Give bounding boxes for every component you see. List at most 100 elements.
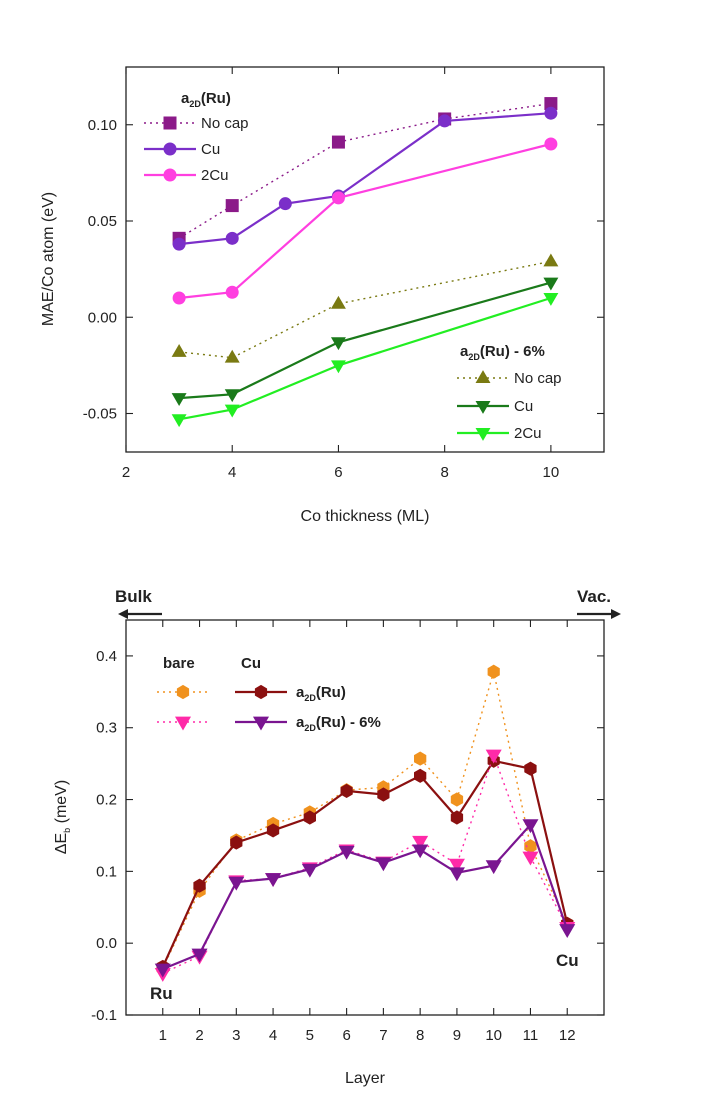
y-tick-label: 0.2 [96, 792, 117, 809]
data-point [522, 819, 539, 834]
x-tick-label: 10 [543, 464, 560, 481]
legend-entry: No cap [144, 115, 249, 132]
series-line [162, 822, 569, 971]
data-point [543, 277, 559, 291]
legend-label: Cu [201, 141, 220, 158]
data-point [377, 787, 390, 802]
data-point [524, 761, 537, 776]
legend-entry [235, 716, 287, 731]
data-point [225, 231, 239, 245]
data-point [340, 783, 353, 798]
data-point [172, 237, 186, 251]
top-y-axis-label: MAE/Co atom (eV) [40, 192, 57, 326]
data-point [171, 393, 187, 406]
top-x-axis-label: Co thickness (ML) [301, 508, 430, 525]
data-point [559, 924, 576, 939]
series-2 [172, 137, 558, 305]
bottom-axis-ticks: 1 2 3 4 5 6 7 8 9 10 11 12-0.10.00.10.20.30.4 [91, 620, 604, 1044]
vac-arrow [577, 609, 621, 619]
y-tick-label: -0.1 [91, 1007, 117, 1024]
legend-column-cu: Cu [241, 655, 261, 672]
data-point [450, 792, 464, 807]
x-tick-label: 9 [453, 1027, 461, 1044]
series-line [178, 296, 552, 421]
data-point [338, 845, 355, 860]
data-point [487, 664, 500, 679]
x-tick-label: 8 [440, 464, 448, 481]
y-tick-label: 0.0 [96, 935, 117, 952]
data-point [331, 135, 345, 149]
x-tick-label: 4 [269, 1027, 277, 1044]
top-legend2-title: a2D(Ru) - 6% [460, 343, 545, 362]
bottom-x-axis-label: Layer [345, 1070, 386, 1087]
legend-marker [174, 716, 192, 731]
series-1 [156, 753, 574, 974]
data-point [485, 749, 502, 764]
legend-marker [252, 716, 270, 731]
top-chart: 2 4 6 8 10 -0.05 0.00 0.05 0.10 a2D(Ru) No cap Cu… [40, 66, 605, 525]
y-tick-label: 0.3 [96, 720, 117, 737]
data-point [544, 106, 558, 120]
data-point [193, 878, 206, 893]
top-legend1-title: a2D(Ru) [181, 90, 231, 109]
x-tick-label: 6 [334, 464, 342, 481]
legend-marker [163, 116, 177, 130]
legend-row-1-label: a2D(Ru) [296, 684, 346, 703]
series-line [179, 281, 552, 400]
data-point [301, 863, 318, 878]
data-point [303, 810, 316, 825]
legend-entry [235, 684, 287, 700]
data-point [438, 114, 452, 128]
y-tick-label: 0.1 [96, 863, 117, 880]
data-point [448, 867, 465, 882]
data-point [224, 349, 240, 363]
series-line [162, 752, 568, 974]
y-tick-label: 0.10 [88, 117, 117, 134]
data-point [154, 963, 171, 978]
x-tick-label: 8 [416, 1027, 424, 1044]
top-legend-group-2: No cap Cu 2Cu [457, 370, 562, 442]
series-line [162, 671, 568, 969]
top-series-layer [171, 97, 559, 428]
bulk-label: Bulk [115, 587, 152, 606]
data-point [412, 844, 429, 859]
legend-entry [157, 684, 209, 700]
series-2 [154, 749, 576, 982]
data-point [224, 404, 240, 418]
x-tick-label: 7 [379, 1027, 387, 1044]
data-point [485, 860, 502, 875]
data-point [331, 191, 345, 205]
x-tick-label: 3 [232, 1027, 240, 1044]
data-point [414, 751, 427, 766]
data-point [414, 768, 427, 783]
legend-marker [475, 370, 491, 383]
series-3 [171, 253, 559, 363]
legend-marker [163, 142, 177, 156]
legend-marker [163, 168, 177, 182]
data-point [543, 293, 559, 306]
x-tick-label: 1 [159, 1027, 167, 1044]
data-point [191, 948, 208, 963]
legend-entry: 2Cu [457, 425, 542, 442]
y-tick-label: 0.05 [88, 213, 117, 230]
data-point [448, 858, 465, 873]
vac-label: Vac. [577, 587, 611, 606]
data-point [543, 253, 559, 267]
legend-label: 2Cu [514, 425, 542, 442]
legend-entry [157, 716, 209, 731]
series-5 [171, 293, 559, 428]
data-point [265, 873, 282, 888]
legend-label: No cap [514, 370, 562, 387]
series-line [161, 759, 569, 968]
data-point [171, 344, 187, 357]
top-plot-frame [125, 66, 605, 453]
x-tick-label: 10 [485, 1027, 502, 1044]
bottom-legend [157, 684, 287, 731]
bottom-plot-frame [125, 619, 605, 1016]
legend-marker [475, 428, 491, 441]
data-point [230, 835, 243, 850]
x-tick-label: 12 [559, 1027, 576, 1044]
top-legend-group-1: No cap Cu 2Cu [144, 115, 249, 184]
series-line [178, 112, 551, 246]
